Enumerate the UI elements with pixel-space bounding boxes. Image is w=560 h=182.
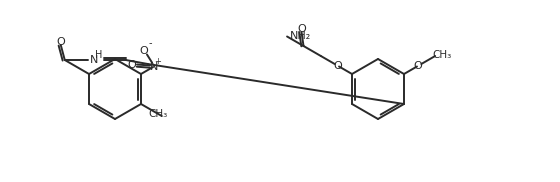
Text: N: N — [90, 55, 98, 65]
Text: O: O — [413, 61, 422, 71]
Text: O: O — [57, 37, 65, 47]
Text: +: + — [155, 57, 161, 66]
Text: H: H — [95, 50, 102, 60]
Text: NH₂: NH₂ — [290, 31, 311, 41]
Text: O: O — [297, 24, 306, 34]
Text: O: O — [139, 46, 148, 56]
Text: CH₃: CH₃ — [148, 109, 167, 119]
Text: O: O — [128, 60, 136, 70]
Text: CH₃: CH₃ — [432, 50, 452, 60]
Text: O: O — [334, 61, 343, 71]
Text: N: N — [150, 62, 158, 72]
Text: -: - — [148, 39, 152, 48]
